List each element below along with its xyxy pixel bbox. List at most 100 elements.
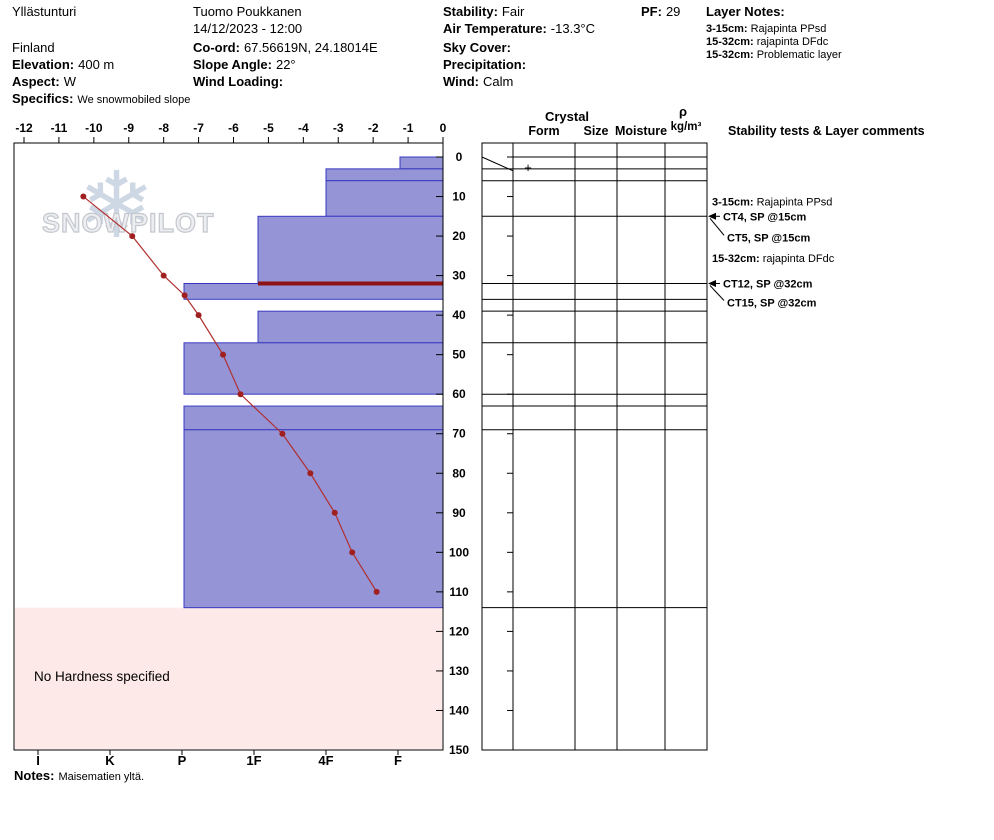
field-coordinates: Co-ord: 67.56619N, 24.18014E (193, 40, 378, 55)
temperature-point (331, 509, 338, 516)
field-specifics: Specifics: We snowmobiled slope (12, 91, 190, 108)
field-sky-cover: Sky Cover: (443, 40, 515, 55)
layer-note-row: 15-32cm: rajapinta DFdc (706, 36, 828, 49)
snow-layer-bar (325, 180, 444, 217)
snowpilot-logo-text: SNOWPILOT (41, 207, 215, 238)
stability-test-label: CT15, SP @32cm (727, 297, 817, 309)
temperature-point (160, 272, 167, 279)
temp-tick-label: -1 (403, 121, 414, 135)
layer-comment: 3-15cm: Rajapinta PPsd (712, 196, 832, 208)
temp-tick-label: -7 (193, 121, 204, 135)
precipitation-label: Precipitation: (443, 57, 527, 72)
field-notes: Notes: Maisematien yltä. (14, 768, 144, 785)
notes-label: Notes: (14, 768, 55, 783)
snowflake-icon: ❄ (78, 155, 156, 257)
slope-angle-label: Slope Angle: (193, 57, 272, 72)
country-name: Finland (12, 40, 55, 55)
temp-tick-label: -2 (368, 121, 379, 135)
no-hardness-region (15, 607, 442, 749)
notes-value: Maisematien yltä. (58, 771, 145, 783)
stability-test-label: CT12, SP @32cm (723, 279, 813, 291)
hardness-tick-label: K (105, 753, 115, 768)
wind-value: Calm (482, 74, 514, 89)
wind-loading-label: Wind Loading: (193, 74, 284, 89)
stability-label: Stability: (443, 4, 498, 19)
temp-tick-label: -8 (158, 121, 169, 135)
location-value: Yllästunturi (12, 4, 77, 19)
sky-cover-label: Sky Cover: (443, 40, 511, 55)
crystal-header: Crystal (545, 109, 589, 124)
depth-tick-label: 150 (449, 743, 469, 757)
grain-form-symbol: + (524, 160, 532, 175)
layer-note-text: Problematic layer (756, 49, 842, 61)
depth-tick-label: 50 (452, 348, 466, 362)
field-aspect: Aspect: W (12, 74, 76, 89)
layer-note-text: rajapinta DFdc (756, 36, 829, 48)
temp-tick-label: -10 (85, 121, 103, 135)
pf-value: 29 (665, 4, 681, 19)
observer-value: Tuomo Poukkanen (193, 4, 302, 19)
temperature-point (220, 351, 227, 358)
temp-tick-label: -3 (333, 121, 344, 135)
temp-tick-label: -6 (228, 121, 239, 135)
temperature-point (80, 193, 87, 200)
temp-tick-label: -4 (298, 121, 309, 135)
depth-tick-label: 60 (452, 387, 466, 401)
air-temperature-value: -13.3°C (550, 21, 596, 36)
field-precipitation: Precipitation: (443, 57, 530, 72)
snow-layer-bar (183, 342, 444, 395)
observer-name: Tuomo Poukkanen (193, 4, 302, 19)
pf-label: PF: (641, 4, 662, 19)
temperature-line (82, 196, 378, 593)
field-air-temperature: Air Temperature: -13.3°C (443, 21, 595, 36)
no-hardness-label: No Hardness specified (34, 669, 170, 684)
stability-test-label: CT4, SP @15cm (723, 211, 807, 223)
field-wind-loading: Wind Loading: (193, 74, 287, 89)
temperature-point (181, 292, 188, 299)
hardness-tick-label: F (394, 753, 402, 768)
specifics-value: We snowmobiled slope (77, 94, 191, 106)
elevation-value: 400 m (78, 57, 115, 72)
field-pf: PF: 29 (641, 4, 680, 19)
depth-tick-label: 100 (449, 545, 469, 559)
datetime-value: 14/12/2023 - 12:00 (193, 21, 303, 36)
layer-note-text: Rajapinta PPsd (750, 23, 827, 35)
stability-test-label: CT5, SP @15cm (727, 232, 811, 244)
depth-tick-label: 30 (452, 269, 466, 283)
chart-border (13, 142, 444, 751)
depth-tick-label: 70 (452, 427, 466, 441)
temperature-point (373, 588, 380, 595)
density-units-header: kg/m³ (671, 121, 702, 133)
temperature-point (279, 430, 286, 437)
temperature-point (237, 391, 244, 398)
comments-column-header: Stability tests & Layer comments (728, 124, 925, 138)
wind-label: Wind: (443, 74, 479, 89)
temp-tick-label: -9 (123, 121, 134, 135)
field-elevation: Elevation: 400 m (12, 57, 114, 72)
depth-tick-label: 40 (452, 308, 466, 322)
air-temperature-label: Air Temperature: (443, 21, 547, 36)
stability-value: Fair (501, 4, 525, 19)
coordinates-value: 67.56619N, 24.18014E (243, 40, 378, 55)
temp-tick-label: -12 (15, 121, 33, 135)
slope-angle-value: 22° (275, 57, 296, 72)
form-column-header: Form (528, 124, 559, 138)
hardness-tick-label: 4F (318, 753, 333, 768)
temp-tick-label: 0 (440, 121, 447, 135)
field-wind: Wind: Calm (443, 74, 513, 89)
depth-tick-label: 80 (452, 466, 466, 480)
layer-notes-title-text: Layer Notes: (706, 4, 785, 19)
test-arrow-head (708, 212, 716, 220)
depth-tick-label: 120 (449, 624, 469, 638)
pit-datetime: 14/12/2023 - 12:00 (193, 21, 302, 36)
layer-note-range: 15-32cm: (706, 36, 754, 48)
layer-note-row: 3-15cm: Rajapinta PPsd (706, 23, 826, 36)
depth-tick-label: 0 (456, 150, 463, 164)
temperature-point (349, 549, 356, 556)
hardness-tick-label: I (36, 753, 40, 768)
snow-layer-bar (257, 310, 444, 344)
size-column-header: Size (583, 124, 608, 138)
elevation-label: Elevation: (12, 57, 75, 72)
layer-notes-title: Layer Notes: (706, 4, 789, 19)
